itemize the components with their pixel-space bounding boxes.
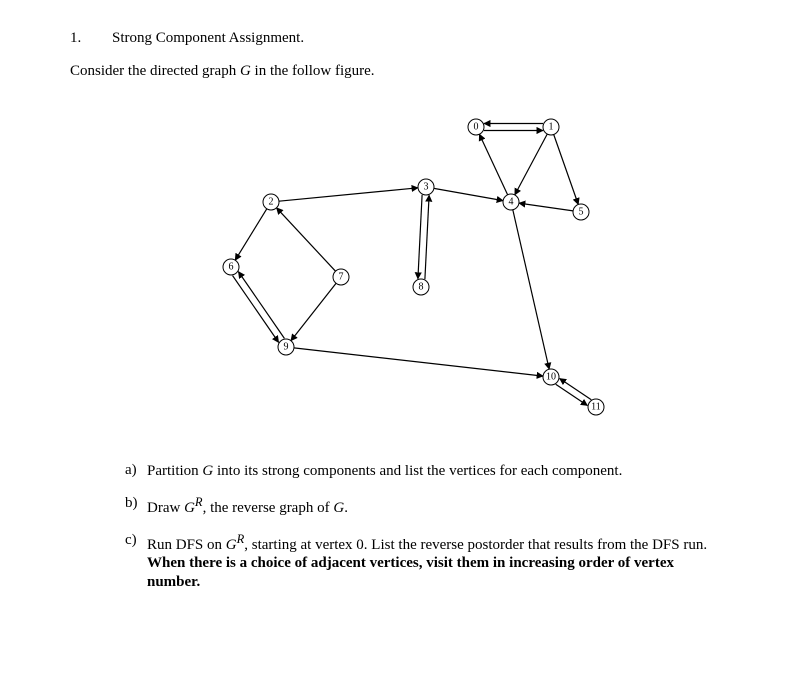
- part-c-var1: GR: [226, 537, 244, 553]
- edge-7-2: [277, 208, 336, 271]
- node-label-11: 11: [591, 402, 601, 413]
- question-header: 1. Strong Component Assignment.: [70, 30, 722, 47]
- node-label-4: 4: [509, 197, 514, 208]
- edge-2-3: [279, 188, 418, 201]
- intro-pre: Consider the directed graph: [70, 63, 240, 79]
- edge-7-9: [291, 283, 336, 340]
- part-c-bold: When there is a choice of adjacent verti…: [147, 555, 674, 590]
- part-b-var2: G: [333, 500, 344, 516]
- part-b-var1: GR: [184, 500, 202, 516]
- node-label-3: 3: [424, 182, 429, 193]
- directed-graph: 0 1 2 3 4 5 6 7 8 9 10 11: [151, 92, 641, 432]
- edge-1-5: [554, 135, 579, 205]
- question-intro: Consider the directed graph G in the fol…: [70, 63, 722, 80]
- nodes-layer: 0 1 2 3 4 5 6 7 8 9 10 11: [223, 119, 604, 415]
- edge-3-8: [418, 195, 422, 279]
- part-a-body: Partition G into its strong components a…: [147, 462, 722, 481]
- node-label-6: 6: [229, 262, 234, 273]
- part-c-letter: c): [125, 532, 147, 592]
- node-label-7: 7: [339, 272, 344, 283]
- edge-3-4: [434, 188, 503, 200]
- part-b-letter: b): [125, 495, 147, 518]
- page: 1. Strong Component Assignment. Consider…: [0, 0, 792, 626]
- node-label-5: 5: [579, 207, 584, 218]
- node-label-9: 9: [284, 342, 289, 353]
- part-a-letter: a): [125, 462, 147, 481]
- question-title: Strong Component Assignment.: [112, 30, 304, 47]
- node-label-10: 10: [546, 372, 556, 383]
- node-label-1: 1: [549, 122, 554, 133]
- figure-wrap: 0 1 2 3 4 5 6 7 8 9 10 11: [70, 92, 722, 432]
- edge-9-6: [238, 272, 284, 339]
- edge-6-9: [233, 276, 279, 343]
- part-b-pre: Draw: [147, 500, 184, 516]
- intro-post: in the follow figure.: [251, 63, 375, 79]
- edge-10-11: [556, 384, 588, 405]
- part-b: b) Draw GR, the reverse graph of G.: [70, 495, 722, 518]
- edge-4-10: [513, 210, 549, 369]
- node-label-0: 0: [474, 122, 479, 133]
- question-number: 1.: [70, 30, 84, 47]
- part-c: c) Run DFS on GR, starting at vertex 0. …: [70, 532, 722, 592]
- part-c-body: Run DFS on GR, starting at vertex 0. Lis…: [147, 532, 722, 592]
- edges-layer: [233, 124, 592, 406]
- intro-var: G: [240, 63, 251, 79]
- node-label-8: 8: [419, 282, 424, 293]
- edge-11-10: [560, 379, 592, 400]
- edge-1-4: [515, 134, 547, 195]
- edge-9-10: [294, 348, 543, 376]
- edge-4-0: [479, 134, 507, 195]
- part-c-pre: Run DFS on: [147, 537, 226, 553]
- edge-5-4: [519, 203, 573, 211]
- part-c-mid: , starting at vertex 0. List the reverse…: [244, 537, 707, 553]
- part-a-pre: Partition: [147, 463, 202, 479]
- part-a: a) Partition G into its strong component…: [70, 462, 722, 481]
- part-b-body: Draw GR, the reverse graph of G.: [147, 495, 722, 518]
- part-b-sup: R: [195, 495, 203, 509]
- edge-2-6: [235, 209, 267, 260]
- part-a-mid: into its strong components and list the …: [213, 463, 622, 479]
- part-a-var: G: [202, 463, 213, 479]
- node-label-2: 2: [269, 197, 274, 208]
- part-b-post: .: [344, 500, 348, 516]
- part-b-mid: , the reverse graph of: [203, 500, 334, 516]
- edge-8-3: [425, 195, 429, 279]
